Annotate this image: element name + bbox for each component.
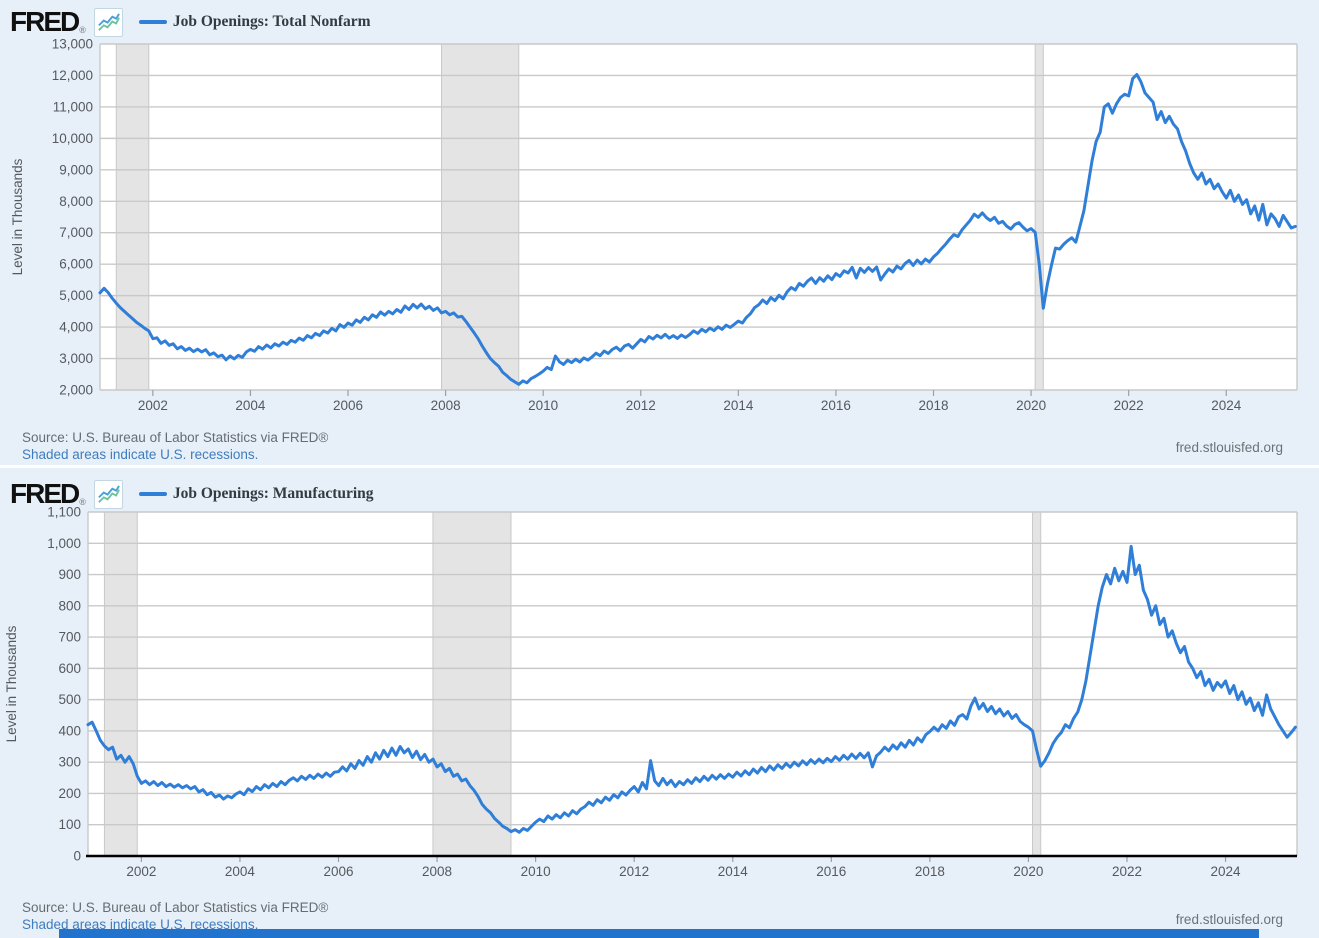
svg-text:2008: 2008	[431, 398, 461, 413]
svg-text:2004: 2004	[235, 398, 266, 413]
svg-text:0: 0	[73, 849, 81, 864]
svg-text:2022: 2022	[1112, 864, 1142, 879]
legend-label-manufacturing: Job Openings: Manufacturing	[172, 485, 374, 502]
svg-text:900: 900	[58, 567, 81, 582]
svg-text:Level in Thousands: Level in Thousands	[4, 625, 19, 742]
svg-text:2002: 2002	[138, 398, 168, 413]
fred-logo[interactable]: FRED ®	[10, 478, 88, 510]
svg-text:3,000: 3,000	[59, 351, 93, 366]
partial-bottom-bar	[59, 929, 1259, 938]
svg-text:2024: 2024	[1211, 398, 1242, 413]
svg-text:2018: 2018	[918, 398, 948, 413]
svg-text:600: 600	[58, 661, 81, 676]
svg-text:2020: 2020	[1016, 398, 1046, 413]
svg-text:10,000: 10,000	[52, 131, 93, 146]
svg-text:9,000: 9,000	[59, 162, 93, 177]
chart-panel-total-nonfarm: 2,000 3,000 4,000 5,000 6,000 7,000 8,000 9,000…	[0, 0, 1319, 465]
fred-sparkline-icon	[93, 479, 123, 509]
watermark: fred.stlouisfed.org	[1175, 912, 1283, 927]
svg-text:300: 300	[58, 755, 81, 770]
svg-text:Level in Thousands: Level in Thousands	[10, 158, 25, 275]
recession-note-link[interactable]: Shaded areas indicate U.S. recessions.	[22, 917, 259, 932]
svg-text:7,000: 7,000	[59, 225, 93, 240]
chart-plot-area-manufacturing[interactable]: 0 100 200 300 400 500 600 700 800 900 1,000 1,100 20…	[0, 468, 1319, 938]
registered-mark: ®	[79, 25, 86, 35]
svg-text:2010: 2010	[521, 864, 551, 879]
chart-panel-manufacturing: 0 100 200 300 400 500 600 700 800 900 1,000 1,100 20…	[0, 468, 1319, 938]
svg-text:200: 200	[58, 786, 81, 801]
svg-text:2016: 2016	[821, 398, 851, 413]
svg-text:2014: 2014	[718, 864, 749, 879]
fred-logo[interactable]: FRED ®	[10, 6, 88, 38]
legend-line-swatch	[138, 492, 167, 496]
source-text: Source: U.S. Bureau of Labor Statistics …	[22, 900, 329, 915]
svg-text:700: 700	[58, 630, 81, 645]
recession-note-link[interactable]: Shaded areas indicate U.S. recessions.	[22, 447, 259, 462]
svg-text:2018: 2018	[915, 864, 945, 879]
watermark: fred.stlouisfed.org	[1175, 440, 1283, 455]
source-text: Source: U.S. Bureau of Labor Statistics …	[22, 430, 329, 445]
svg-text:6,000: 6,000	[59, 257, 93, 272]
svg-text:2006: 2006	[323, 864, 353, 879]
svg-text:100: 100	[58, 817, 81, 832]
svg-text:11,000: 11,000	[53, 99, 93, 114]
svg-text:2020: 2020	[1013, 864, 1043, 879]
svg-text:2024: 2024	[1211, 864, 1242, 879]
fred-logo-text: FRED	[10, 6, 80, 37]
registered-mark: ®	[79, 497, 86, 507]
svg-text:13,000: 13,000	[52, 37, 93, 52]
svg-text:2012: 2012	[619, 864, 649, 879]
legend-line-swatch	[138, 20, 167, 24]
svg-text:2008: 2008	[422, 864, 452, 879]
svg-text:800: 800	[58, 598, 81, 613]
svg-text:2022: 2022	[1114, 398, 1144, 413]
chart-header: FRED ® Job Openings: Total Nonfarm	[10, 6, 371, 38]
svg-text:2014: 2014	[723, 398, 754, 413]
svg-text:2016: 2016	[816, 864, 846, 879]
chart-header: FRED ® Job Openings: Manufacturing	[10, 478, 374, 510]
svg-text:1,000: 1,000	[47, 536, 81, 551]
fred-sparkline-icon	[93, 7, 123, 37]
svg-text:2,000: 2,000	[59, 383, 93, 398]
svg-text:2006: 2006	[333, 398, 363, 413]
svg-text:12,000: 12,000	[52, 68, 93, 83]
svg-text:2010: 2010	[528, 398, 558, 413]
svg-text:500: 500	[58, 692, 81, 707]
fred-logo-text: FRED	[10, 478, 80, 509]
svg-text:2004: 2004	[225, 864, 256, 879]
svg-text:2002: 2002	[126, 864, 156, 879]
svg-text:5,000: 5,000	[59, 288, 93, 303]
legend-label-total-nonfarm: Job Openings: Total Nonfarm	[172, 13, 371, 30]
svg-text:400: 400	[58, 723, 81, 738]
svg-text:1,100: 1,100	[47, 505, 81, 520]
svg-text:4,000: 4,000	[59, 320, 93, 335]
svg-text:8,000: 8,000	[59, 194, 93, 209]
svg-text:2012: 2012	[626, 398, 656, 413]
chart-plot-area-total-nonfarm[interactable]: 2,000 3,000 4,000 5,000 6,000 7,000 8,000 9,000…	[0, 0, 1319, 465]
